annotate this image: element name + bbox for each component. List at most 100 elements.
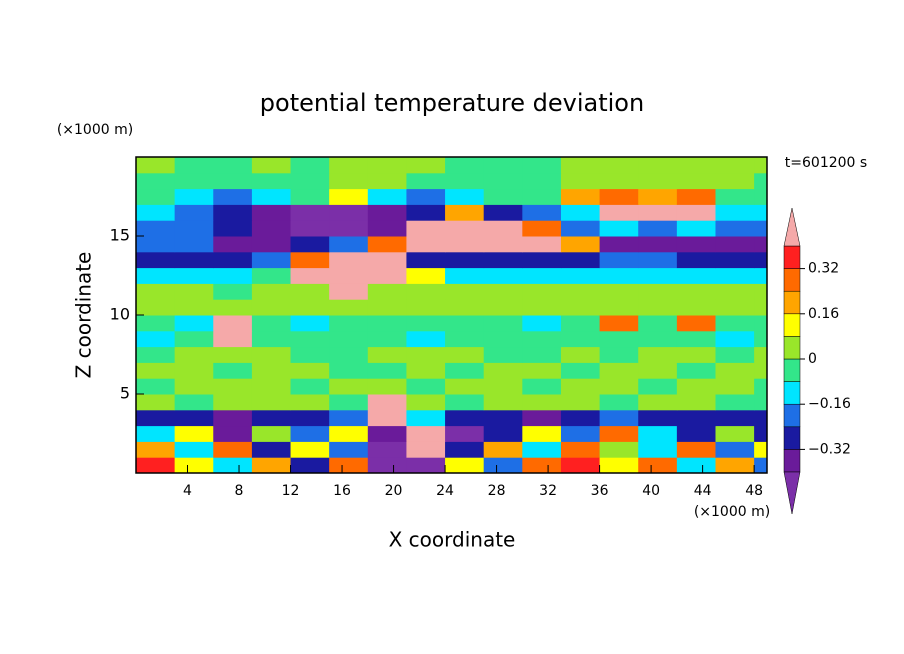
contour-cell	[599, 315, 639, 332]
contour-cell	[329, 378, 369, 395]
x-unit: (×1000 m)	[694, 504, 770, 520]
contour-cell	[599, 236, 639, 253]
contour-cell	[367, 315, 407, 332]
contour-cell	[213, 172, 253, 190]
contour-cell	[638, 362, 678, 379]
contour-cell	[406, 425, 446, 442]
contour-cell	[329, 267, 369, 284]
contour-cell	[522, 283, 562, 300]
contour-cell	[329, 204, 369, 221]
contour-cell	[638, 267, 678, 284]
contour-cell	[251, 157, 292, 174]
colorbar-tick-label: −0.16	[808, 396, 851, 412]
contour-cell	[213, 220, 253, 237]
x-tick-label: 48	[745, 483, 763, 499]
contour-cell	[676, 409, 716, 427]
contour-cell	[445, 441, 485, 458]
contour-cell	[754, 330, 767, 348]
contour-cell	[483, 267, 523, 284]
contour-cell	[367, 425, 407, 442]
contour-cell	[406, 409, 446, 427]
contour-cell	[676, 315, 716, 332]
contour-cell	[638, 172, 678, 190]
contour-cell	[406, 267, 446, 284]
contour-cell	[676, 157, 716, 174]
contour-cell	[290, 283, 330, 300]
contour-cell	[406, 157, 446, 174]
contour-cell	[638, 330, 678, 348]
contour-cell	[251, 330, 292, 348]
contour-cell	[560, 251, 601, 269]
contour-cell	[560, 346, 601, 363]
contour-cell	[136, 457, 176, 473]
contour-cell	[599, 457, 639, 473]
contour-cell	[213, 330, 253, 348]
contour-cell	[136, 378, 176, 395]
contour-cell	[251, 267, 292, 284]
contour-cell	[638, 346, 678, 363]
colorbar-tick-label: 0.16	[808, 306, 839, 322]
contour-cell	[483, 236, 523, 253]
contour-cell	[754, 157, 767, 174]
contour-cell	[483, 204, 523, 221]
contour-cell	[599, 378, 639, 395]
colorbar-box	[783, 336, 801, 360]
contour-cell	[174, 267, 214, 284]
contour-cell	[290, 441, 330, 458]
contour-cell	[560, 157, 601, 174]
contour-cell	[638, 220, 678, 237]
contour-cell	[445, 425, 485, 442]
contour-cell	[715, 283, 755, 300]
contour-cell	[522, 425, 562, 442]
contour-cell	[406, 236, 446, 253]
contour-cell	[367, 157, 407, 174]
contour-cell	[599, 409, 639, 427]
contour-cell	[560, 425, 601, 442]
contour-cell	[329, 220, 369, 237]
contour-cell	[136, 220, 176, 237]
contour-cell	[290, 299, 330, 316]
contour-cell	[599, 172, 639, 190]
contour-cell	[638, 204, 678, 221]
contour-cell	[445, 188, 485, 205]
contour-cell	[406, 362, 446, 379]
contour-cell	[290, 330, 330, 348]
contour-cell	[213, 315, 253, 332]
contour-cell	[136, 157, 176, 174]
contour-cell	[251, 394, 292, 411]
contour-cell	[329, 425, 369, 442]
contour-cell	[329, 157, 369, 174]
contour-cell	[483, 425, 523, 442]
contour-cell	[560, 283, 601, 300]
contour-cell	[445, 220, 485, 237]
contour-cell	[522, 409, 562, 427]
contour-cell	[213, 441, 253, 458]
contour-cell	[445, 346, 485, 363]
contour-cell	[290, 425, 330, 442]
contour-cell	[367, 220, 407, 237]
contour-cell	[174, 236, 214, 253]
contour-cell	[213, 283, 253, 300]
x-tick-label: 40	[642, 483, 660, 499]
contour-cell	[329, 172, 369, 190]
contour-cell	[483, 362, 523, 379]
contour-cell	[676, 346, 716, 363]
contour-cell	[483, 172, 523, 190]
contour-cell	[174, 172, 214, 190]
contour-cell	[715, 251, 755, 269]
contour-cell	[754, 362, 767, 379]
contour-cell	[638, 236, 678, 253]
contour-cell	[251, 425, 292, 442]
contour-cell	[560, 172, 601, 190]
contour-cell	[599, 441, 639, 458]
contour-cell	[406, 330, 446, 348]
contour-cell	[715, 394, 755, 411]
x-tick-label: 8	[235, 483, 244, 499]
contour-cell	[638, 425, 678, 442]
contour-cell	[367, 236, 407, 253]
contour-cell	[483, 457, 523, 473]
contour-cell	[754, 188, 767, 205]
colorbar-bottom	[783, 471, 801, 515]
contour-cell	[483, 283, 523, 300]
chart-title: potential temperature deviation	[260, 89, 644, 117]
